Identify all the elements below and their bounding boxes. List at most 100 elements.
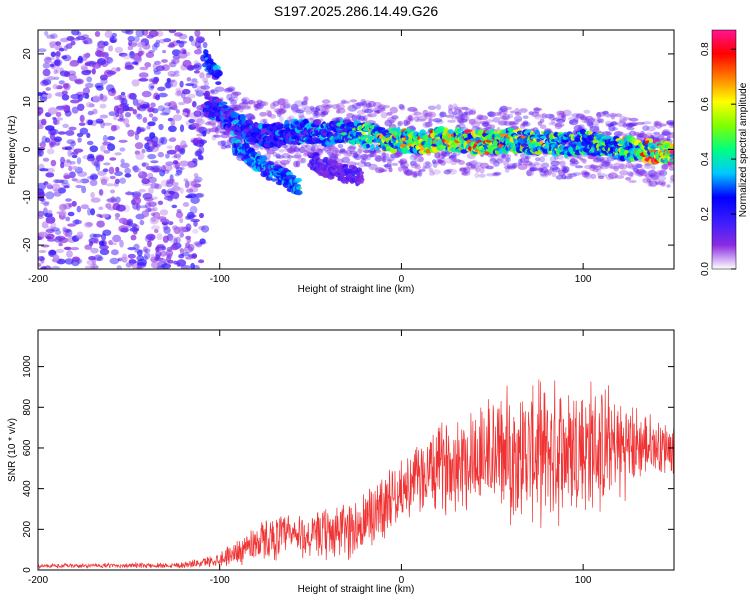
spectrogram-cell bbox=[468, 160, 477, 167]
spectrogram-cell bbox=[353, 153, 362, 161]
spectrogram-cell bbox=[503, 159, 509, 167]
spectrogram-cell bbox=[185, 256, 194, 260]
spectrogram-cell bbox=[448, 168, 458, 175]
spectrogram-cell bbox=[608, 112, 618, 118]
spectrogram-cell bbox=[519, 108, 528, 113]
spectrogram-cell bbox=[380, 107, 386, 112]
spectrogram-cell bbox=[160, 218, 170, 223]
spectrogram-cell bbox=[528, 111, 534, 116]
spectrogram-cell bbox=[547, 168, 552, 176]
spectrogram-cell bbox=[146, 200, 152, 205]
spectrogram-cell bbox=[101, 51, 109, 58]
spectrogram-cell bbox=[348, 145, 357, 150]
spectrogram-cell bbox=[114, 213, 121, 218]
spectrogram-cell bbox=[325, 149, 332, 154]
spectrogram-cell bbox=[100, 178, 108, 186]
spectrogram-cell bbox=[304, 144, 311, 150]
spectrogram-cell bbox=[176, 89, 182, 96]
spectrogram-cell bbox=[512, 162, 518, 169]
spectrogram-cell bbox=[68, 73, 77, 82]
spectrogram-cell bbox=[534, 113, 541, 120]
spectrogram-cell bbox=[522, 115, 529, 119]
spectrogram-cell bbox=[122, 105, 130, 112]
spectrogram-cell bbox=[54, 92, 65, 97]
spectrogram-cell bbox=[59, 203, 67, 211]
spectrogram-cell bbox=[365, 143, 371, 149]
spectrogram-cell bbox=[40, 266, 47, 269]
spectrogram-cell bbox=[38, 124, 44, 130]
spectrogram-cell bbox=[148, 50, 155, 54]
spectrogram-cell bbox=[172, 58, 180, 64]
spectrogram-cell bbox=[351, 115, 358, 122]
colorbar-label: Normalized spectral amplitude bbox=[738, 82, 749, 217]
spectrogram-cell bbox=[458, 109, 463, 117]
spectrogram-cell bbox=[551, 167, 561, 173]
spectrogram-cell bbox=[165, 161, 174, 166]
spectrogram-cell bbox=[135, 152, 145, 160]
spectrogram-cell bbox=[297, 157, 306, 164]
spectrogram-cell bbox=[592, 168, 599, 173]
spectrogram-cell bbox=[147, 121, 156, 127]
spectrogram-cell bbox=[194, 40, 201, 49]
spectrogram-cell bbox=[224, 144, 232, 149]
spectrogram-cell bbox=[213, 134, 222, 138]
spectrogram-cell bbox=[395, 150, 402, 158]
spectrogram-cell bbox=[238, 105, 244, 113]
spectrogram-cell bbox=[485, 165, 494, 170]
spectrogram-cell bbox=[151, 216, 157, 223]
spectrogram-cell bbox=[228, 97, 235, 102]
spectrogram-cell bbox=[136, 126, 142, 134]
spectrogram-cell bbox=[155, 250, 162, 258]
spectrogram-cell bbox=[196, 118, 205, 125]
spectrogram-cell bbox=[440, 156, 445, 162]
spectrogram-cell bbox=[232, 91, 242, 96]
spectrogram-cell bbox=[152, 165, 162, 173]
spectrogram-cell bbox=[398, 103, 405, 110]
spectrogram-cell bbox=[391, 162, 399, 166]
spectrogram-cell bbox=[49, 227, 60, 232]
spectrogram-cell bbox=[338, 149, 347, 154]
spectrogram-cell bbox=[454, 115, 464, 119]
spectrogram-cell bbox=[416, 118, 426, 122]
spectrogram-cell bbox=[186, 188, 194, 193]
spectrogram-cell bbox=[69, 61, 79, 67]
spectrogram-cell bbox=[107, 143, 116, 151]
spectrogram-cell bbox=[83, 53, 90, 59]
spectrogram-cell bbox=[39, 191, 46, 198]
spectrogram-cell bbox=[255, 102, 264, 110]
spectrogram-cell bbox=[140, 103, 150, 109]
spectrogram-cell bbox=[181, 112, 188, 116]
spectrogram-cell bbox=[99, 114, 109, 119]
spectrogram-cell bbox=[177, 226, 186, 233]
spectrogram-cell bbox=[497, 157, 504, 161]
spectrogram-cell bbox=[203, 80, 209, 87]
snr-x-tick-label: -200 bbox=[28, 575, 48, 586]
spectrogram-cell bbox=[294, 120, 300, 125]
spectrogram-cell bbox=[79, 127, 89, 135]
spectrogram-cell bbox=[413, 155, 424, 162]
spectrogram-cell bbox=[537, 121, 543, 126]
spectrogram-cell bbox=[156, 244, 165, 249]
spectrogram-cell bbox=[359, 175, 364, 181]
spectrogram-cell bbox=[193, 176, 203, 183]
spectrogram-cell bbox=[584, 164, 592, 170]
spectrogram-cell bbox=[397, 120, 403, 126]
spectrogram-cell bbox=[186, 77, 192, 82]
spectrogram-cell bbox=[90, 247, 99, 254]
spectrogram-cell bbox=[108, 45, 113, 52]
spectrogram-cell bbox=[50, 33, 58, 39]
spectrogram-cell bbox=[45, 228, 55, 233]
spectrogram-cell bbox=[314, 110, 319, 117]
spectrogram-cell bbox=[294, 100, 304, 107]
spectrogram-cell bbox=[323, 105, 332, 109]
spectrogram-cell bbox=[90, 208, 96, 216]
spectrogram-cell bbox=[92, 233, 102, 238]
spectrogram-cell bbox=[150, 182, 160, 189]
spectrogram-cell bbox=[90, 263, 98, 269]
spectrogram-cell bbox=[144, 62, 152, 68]
spectrogram-cell bbox=[94, 254, 103, 261]
spectrogram-cell bbox=[168, 125, 177, 133]
snr-y-tick-label: 800 bbox=[22, 399, 33, 416]
spectrogram-cell bbox=[89, 179, 98, 186]
spectrogram-cell bbox=[204, 90, 211, 98]
